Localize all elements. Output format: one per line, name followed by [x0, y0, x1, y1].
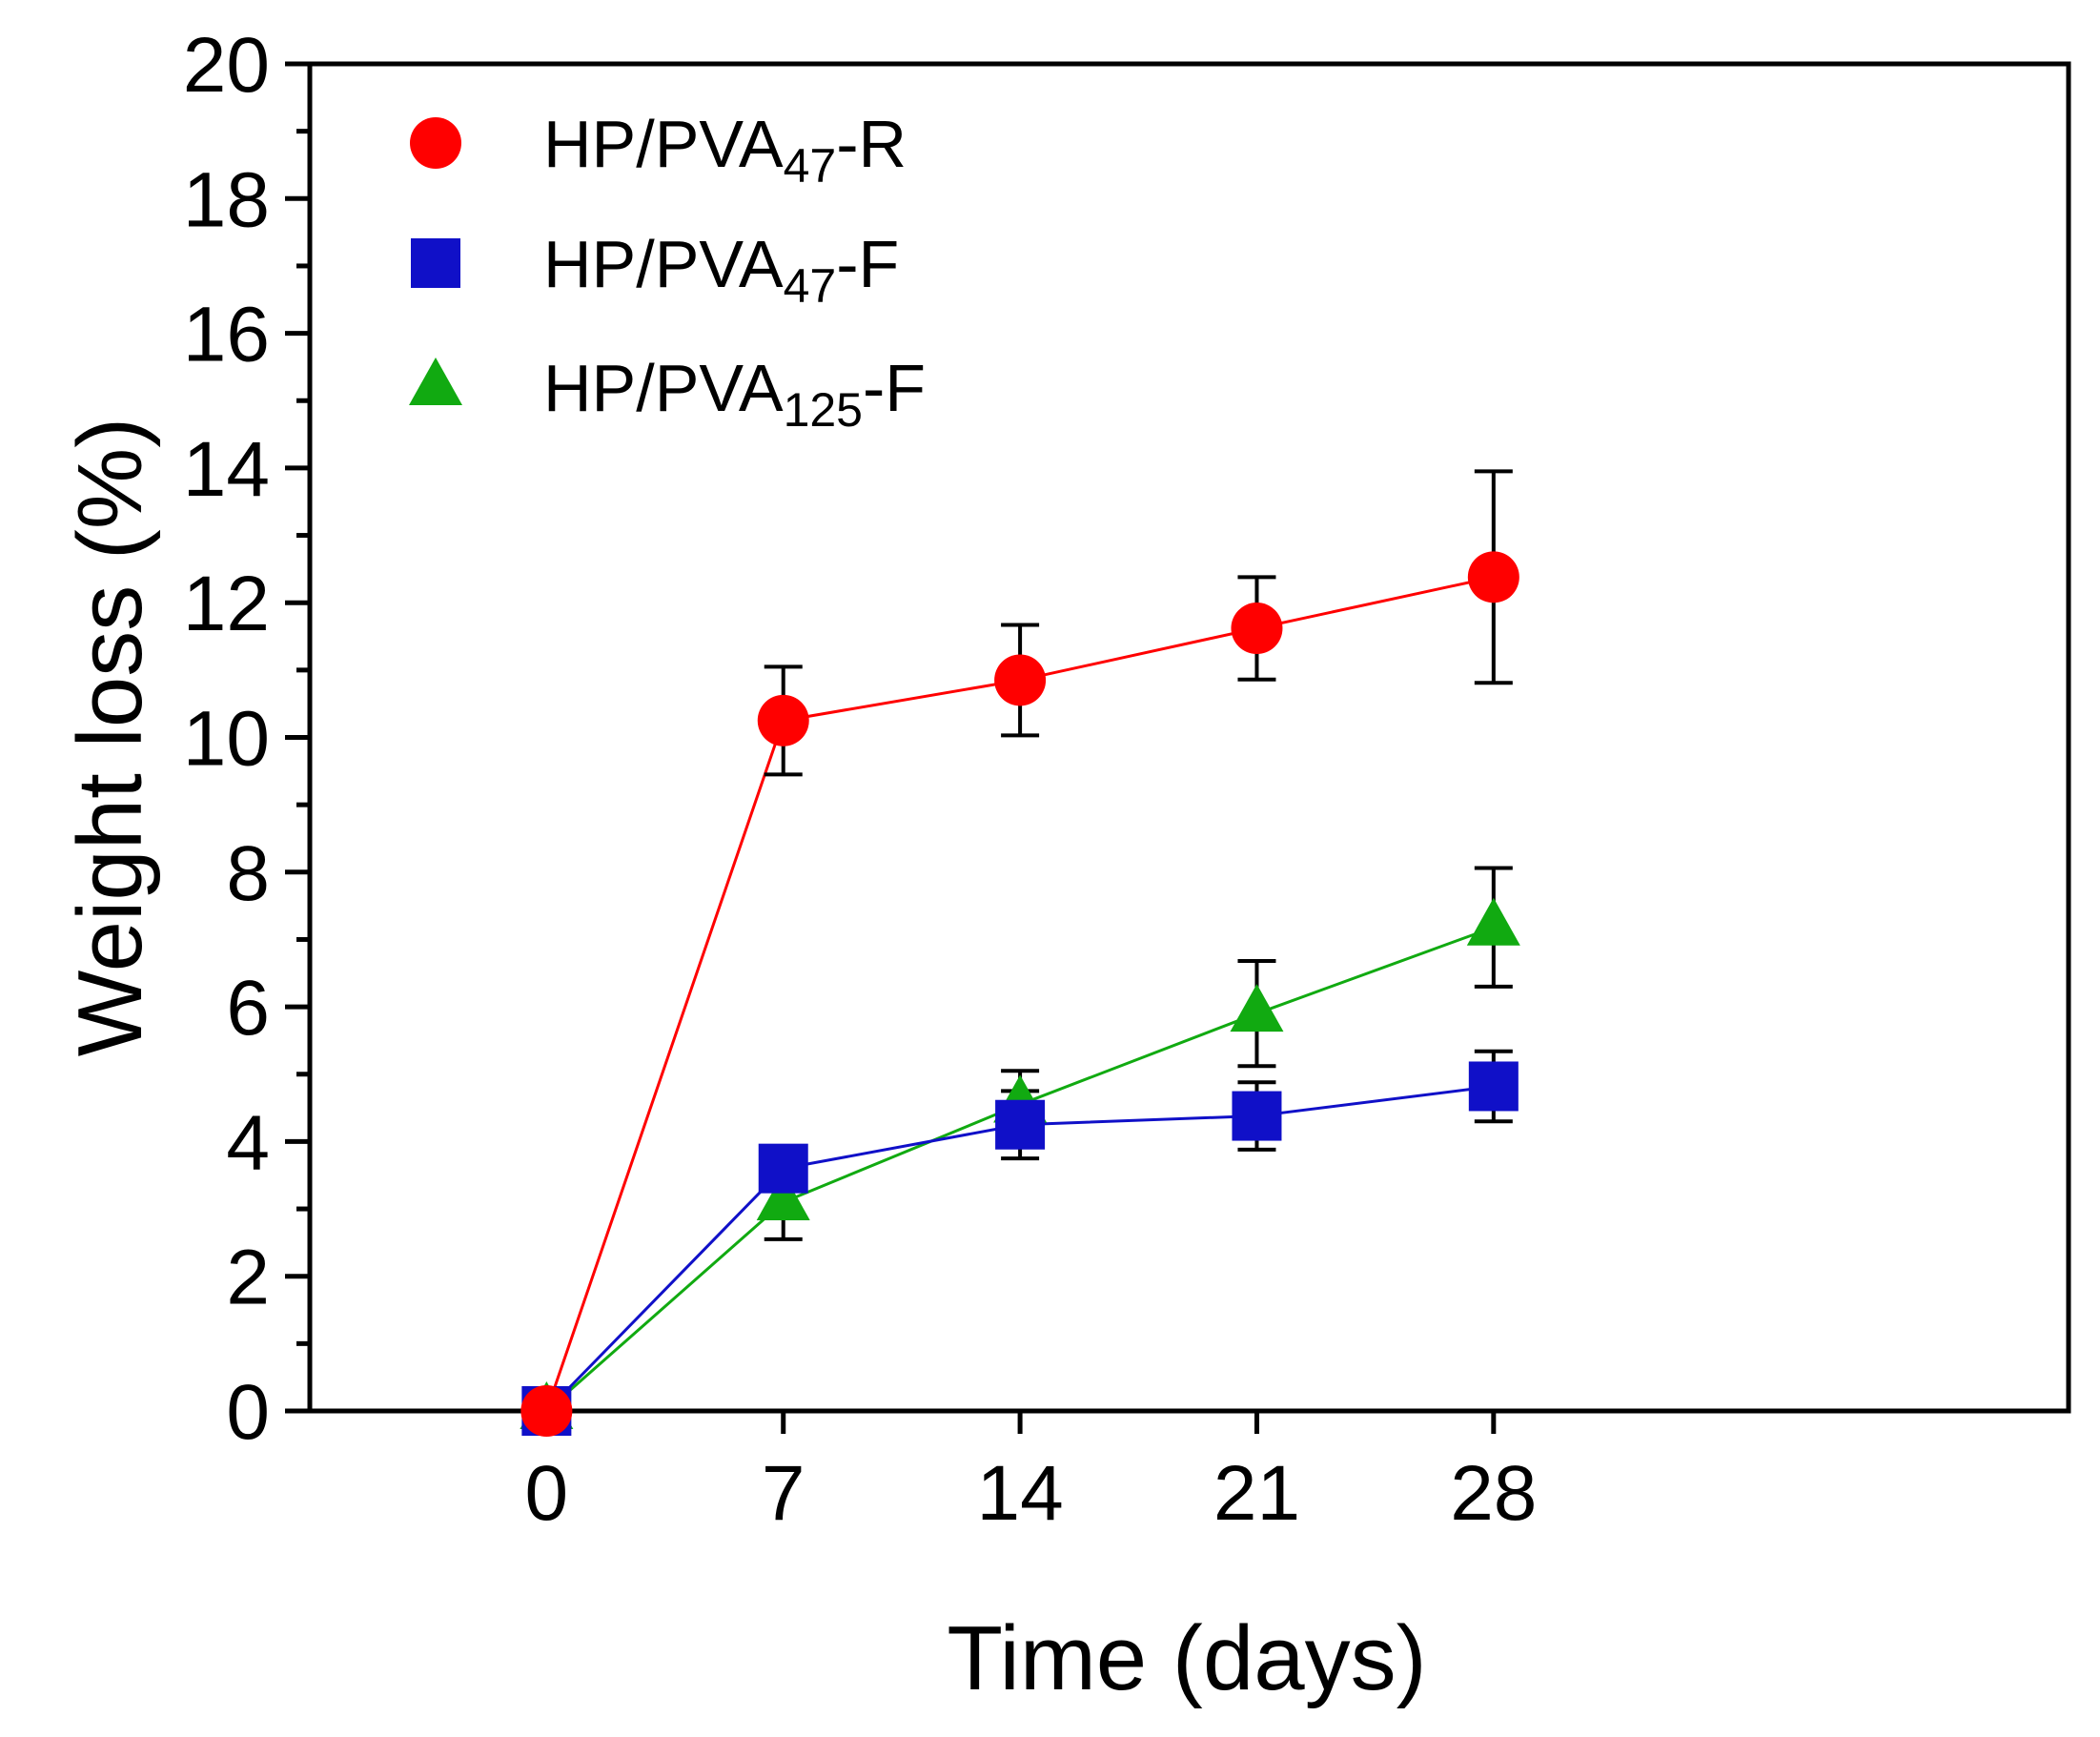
x-tick-label: 7: [762, 1450, 805, 1537]
data-markers: [520, 551, 1520, 1437]
x-axis-title: Time (days): [947, 1607, 1426, 1709]
x-tick-label: 28: [1450, 1450, 1537, 1537]
y-tick-label: 2: [226, 1235, 270, 1321]
y-tick-label: 4: [226, 1099, 270, 1186]
y-tick-label: 14: [183, 426, 270, 513]
legend-item-f125: HP/PVA125-F: [409, 351, 926, 437]
x-axis-ticks: 0 7 14 21 28: [525, 1411, 1537, 1537]
y-tick-label: 16: [183, 292, 270, 378]
y-tick-label: 6: [226, 965, 270, 1052]
data-point-f125: [1466, 897, 1520, 946]
y-tick-label: 10: [183, 696, 270, 783]
legend-item-r47: HP/PVA47-R: [410, 107, 907, 193]
legend-label: HP/PVA47-F: [543, 227, 899, 313]
x-tick-label: 0: [525, 1450, 569, 1537]
legend-marker-square-icon: [411, 238, 460, 288]
y-tick-label: 20: [183, 22, 270, 109]
data-point-f125: [756, 1172, 810, 1220]
data-point-r47: [994, 654, 1047, 706]
data-point-f125: [1230, 984, 1284, 1032]
legend: HP/PVA47-R HP/PVA47-F HP/PVA125-F: [409, 107, 926, 437]
legend-marker-circle-icon: [410, 117, 461, 169]
data-point-f47: [1468, 1061, 1519, 1112]
data-point-r47: [757, 694, 809, 746]
y-tick-label: 0: [226, 1369, 270, 1456]
y-axis-ticks: 0 2 4 6 8 10 12 14 16 18 20: [183, 22, 310, 1456]
legend-marker-triangle-icon: [409, 358, 462, 405]
y-axis-title: Weight loss (%): [59, 418, 161, 1056]
x-tick-label: 21: [1213, 1450, 1300, 1537]
data-point-r47: [1467, 551, 1519, 603]
y-tick-label: 12: [183, 561, 270, 647]
x-tick-label: 14: [976, 1450, 1063, 1537]
data-point-f47: [1232, 1091, 1282, 1141]
data-point-f47: [995, 1099, 1046, 1150]
data-point-f47: [758, 1143, 808, 1194]
y-tick-label: 18: [183, 156, 270, 243]
legend-item-f47: HP/PVA47-F: [411, 227, 899, 313]
legend-label: HP/PVA47-R: [543, 107, 907, 193]
legend-label: HP/PVA125-F: [543, 351, 926, 437]
data-point-r47: [1231, 603, 1283, 655]
y-tick-label: 8: [226, 830, 270, 917]
data-point-r47: [520, 1385, 573, 1437]
error-bars: [764, 469, 1513, 1241]
